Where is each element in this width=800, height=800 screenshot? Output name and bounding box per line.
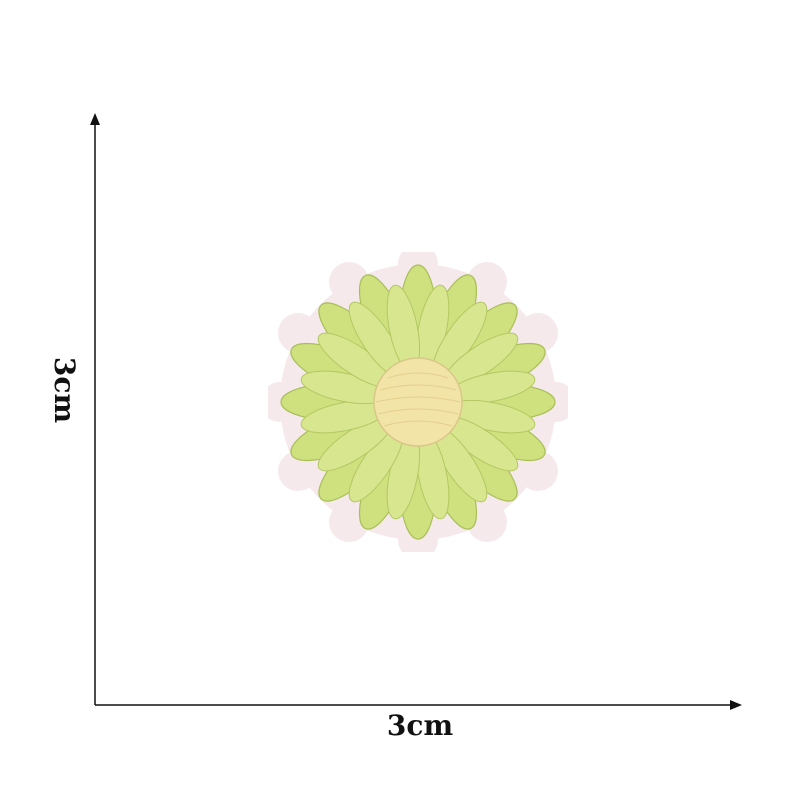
vertical-axis-arrowhead [90,113,100,125]
daisy-patch [268,252,568,552]
flower-center [373,357,463,447]
height-label: 3cm [48,356,81,424]
petals [280,264,556,540]
width-label: 3cm [386,709,454,742]
horizontal-axis-arrowhead [730,700,742,710]
